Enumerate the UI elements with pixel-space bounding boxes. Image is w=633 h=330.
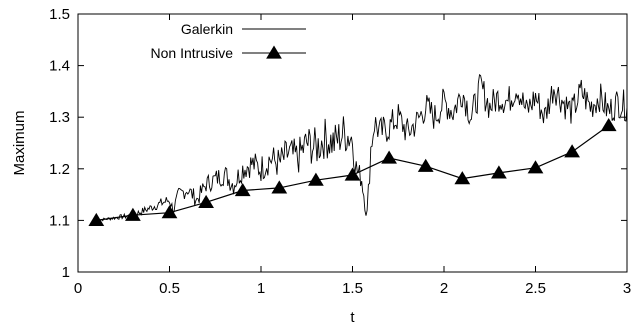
- legend-marker-triangle: [266, 45, 282, 59]
- non-intrusive-point: [344, 167, 361, 181]
- non-intrusive-point: [88, 212, 105, 227]
- y-tick-label: 1.2: [49, 161, 70, 178]
- y-tick-label: 1.3: [49, 109, 70, 126]
- legend-label-non-intrusive: Non Intrusive: [151, 45, 234, 61]
- non-intrusive-point: [527, 160, 544, 174]
- x-tick-label: 3: [623, 280, 631, 297]
- y-axis-label: Maximum: [11, 110, 28, 175]
- x-tick-label: 0: [74, 280, 82, 297]
- non-intrusive-point: [600, 117, 617, 132]
- series-galerkin-line: [96, 74, 628, 222]
- non-intrusive-point: [491, 165, 507, 179]
- x-tick-label: 2.5: [525, 280, 546, 297]
- axes: 0 0.5 1 1.5 2 2.5 3 1 1.1 1.2 1.3 1.4 1.5: [49, 6, 631, 297]
- non-intrusive-point: [234, 182, 251, 197]
- y-tick-label: 1.1: [49, 212, 70, 229]
- plot-area: [88, 74, 628, 227]
- x-axis-label: t: [350, 309, 355, 326]
- non-intrusive-point: [381, 150, 397, 164]
- y-tick-label: 1.4: [49, 58, 70, 75]
- y-tick-label: 1: [62, 264, 70, 281]
- non-intrusive-point: [198, 194, 214, 208]
- non-intrusive-point: [161, 205, 178, 219]
- y-tick-label: 1.5: [49, 6, 70, 23]
- x-tick-label: 1.5: [342, 280, 363, 297]
- legend-label-galerkin: Galerkin: [181, 21, 233, 37]
- x-tick-label: 2: [440, 280, 448, 297]
- non-intrusive-point: [564, 144, 580, 158]
- x-tick-label: 1: [257, 280, 265, 297]
- non-intrusive-point: [308, 172, 324, 186]
- x-tick-label: 0.5: [159, 280, 180, 297]
- legend: Galerkin Non Intrusive: [151, 21, 306, 61]
- non-intrusive-point: [454, 171, 471, 185]
- non-intrusive-point: [271, 180, 288, 194]
- non-intrusive-point: [125, 207, 141, 221]
- non-intrusive-point: [417, 158, 434, 172]
